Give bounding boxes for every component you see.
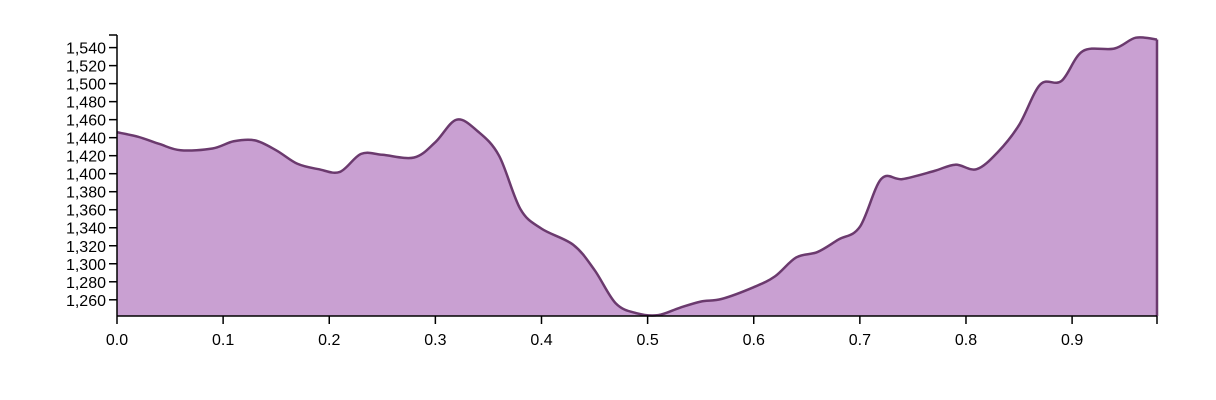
y-tick-label: 1,500	[66, 77, 106, 94]
x-tick-label: 0.8	[955, 332, 977, 349]
x-tick-label: 0.3	[424, 332, 446, 349]
y-tick-label: 1,280	[66, 275, 106, 292]
area-line-series-0	[116, 36, 1158, 317]
x-tick-label: 0.5	[636, 332, 658, 349]
x-axis: 0.0 0.1 0.2 0.3 0.4 0.5 0.6 0.7 0.8 0.9	[106, 315, 1158, 349]
y-tick-label: 1,520	[66, 59, 106, 76]
y-tick-label: 1,460	[66, 113, 106, 130]
x-tick-label: 0.7	[849, 332, 871, 349]
y-tick-label: 1,260	[66, 293, 106, 310]
x-tick-label: 0.0	[106, 332, 128, 349]
y-tick-label: 1,380	[66, 185, 106, 202]
y-tick-label: 1,340	[66, 221, 106, 238]
y-axis: 1,2601,2801,3001,3201,3401,3601,3801,400…	[66, 34, 118, 316]
y-tick-label: 1,420	[66, 149, 106, 166]
y-tick-label: 1,360	[66, 203, 106, 220]
x-tick-label: 0.4	[530, 332, 552, 349]
x-tick-label: 0.6	[743, 332, 765, 349]
area-layer	[116, 36, 1159, 317]
y-tick-label: 1,540	[66, 41, 106, 58]
x-tick-label: 0.9	[1061, 332, 1083, 349]
x-tick-label: 0.1	[212, 332, 234, 349]
y-tick-label: 1,480	[66, 95, 106, 112]
area-fill-series-0	[117, 37, 1157, 316]
x-tick-label: 0.2	[318, 332, 340, 349]
y-tick-label: 1,400	[66, 167, 106, 184]
y-tick-label: 1,320	[66, 239, 106, 256]
y-tick-label: 1,440	[66, 131, 106, 148]
y-tick-label: 1,300	[66, 257, 106, 274]
